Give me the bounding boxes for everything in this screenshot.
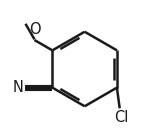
Text: Cl: Cl: [114, 110, 128, 125]
Text: O: O: [29, 22, 40, 37]
Text: N: N: [13, 80, 23, 95]
